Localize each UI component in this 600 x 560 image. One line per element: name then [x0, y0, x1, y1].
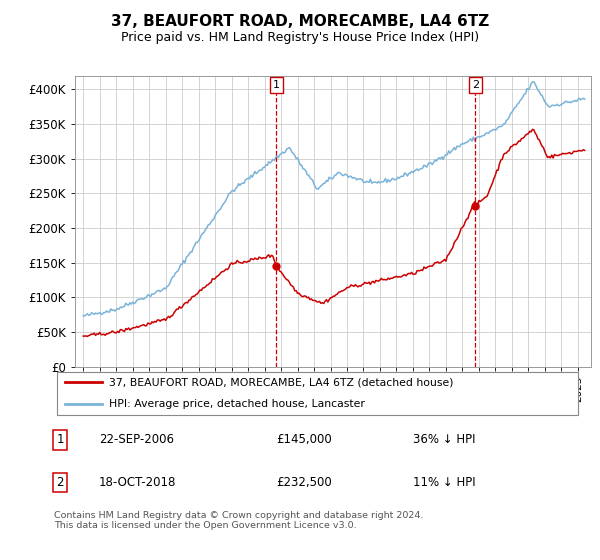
Text: 1: 1 [273, 80, 280, 90]
Text: 37, BEAUFORT ROAD, MORECAMBE, LA4 6TZ (detached house): 37, BEAUFORT ROAD, MORECAMBE, LA4 6TZ (d… [109, 377, 454, 388]
Text: 2: 2 [472, 80, 479, 90]
Text: 2: 2 [56, 476, 64, 489]
Text: HPI: Average price, detached house, Lancaster: HPI: Average price, detached house, Lanc… [109, 399, 365, 409]
Text: £145,000: £145,000 [276, 433, 332, 446]
Text: 18-OCT-2018: 18-OCT-2018 [99, 476, 176, 489]
Text: 11% ↓ HPI: 11% ↓ HPI [413, 476, 476, 489]
Text: 37, BEAUFORT ROAD, MORECAMBE, LA4 6TZ: 37, BEAUFORT ROAD, MORECAMBE, LA4 6TZ [111, 14, 489, 29]
Text: 1: 1 [56, 433, 64, 446]
Text: 36% ↓ HPI: 36% ↓ HPI [413, 433, 476, 446]
Text: £232,500: £232,500 [276, 476, 332, 489]
Text: Price paid vs. HM Land Registry's House Price Index (HPI): Price paid vs. HM Land Registry's House … [121, 31, 479, 44]
Text: Contains HM Land Registry data © Crown copyright and database right 2024.
This d: Contains HM Land Registry data © Crown c… [54, 511, 424, 530]
FancyBboxPatch shape [56, 372, 578, 415]
Text: 22-SEP-2006: 22-SEP-2006 [99, 433, 174, 446]
